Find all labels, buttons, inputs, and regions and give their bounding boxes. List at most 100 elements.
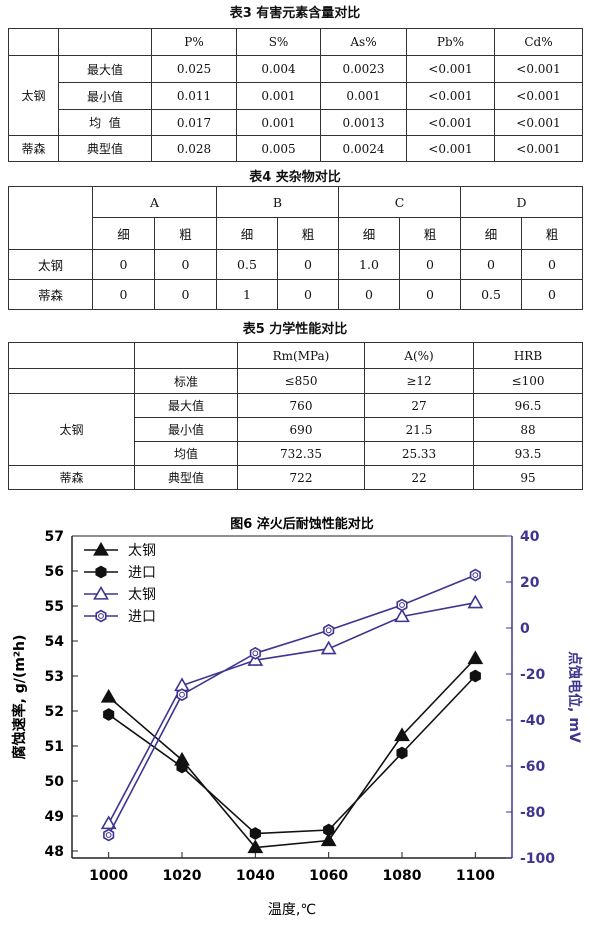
y-tick-label: 51 — [45, 739, 64, 755]
row-label: 最小值 — [58, 82, 152, 110]
table-cell: 0.001 — [320, 82, 407, 110]
table-cell: 1.0 — [338, 249, 400, 280]
data-point-0 — [247, 839, 264, 854]
column-subheader: 细 — [338, 217, 400, 250]
table-cell: 1 — [216, 279, 278, 310]
series-line-2 — [107, 601, 476, 824]
data-point-2 — [100, 815, 117, 830]
series-line-3 — [107, 574, 476, 836]
row-group-label: 蒂森 — [8, 465, 135, 490]
row-label: 蒂森 — [8, 279, 93, 310]
x-tick-label: 1100 — [456, 868, 495, 884]
row-group-label: 太钢 — [8, 55, 59, 136]
table-cell: 0 — [92, 249, 155, 280]
y-axis-label: 腐蚀速率, g/(m²h) — [11, 635, 28, 760]
column-subheader: 细 — [216, 217, 278, 250]
table-cell — [8, 186, 93, 250]
legend-marker — [93, 585, 109, 600]
table-row: 蒂森 0 0 1 0 0 0 0.5 0 — [8, 279, 584, 310]
table-cell: <0.001 — [494, 109, 583, 136]
column-header: A(%) — [364, 342, 474, 369]
table-cell: 25.33 — [364, 441, 474, 466]
y2-tick-label: -20 — [520, 667, 546, 683]
y2-tick-label: 20 — [520, 575, 540, 591]
corrosion-chart: 图6 淬火后耐蚀性能对比 48 49 50 51 52 53 54 55 56 57 -100 -80 -… — [11, 516, 583, 918]
table-cell: 0 — [277, 279, 339, 310]
table-cell — [134, 342, 238, 369]
y2-tick-label: 40 — [520, 529, 540, 545]
table-cell: 22 — [364, 465, 474, 490]
table-cell: 0 — [521, 279, 584, 310]
row-label: 最小值 — [134, 417, 238, 442]
data-point-3 — [396, 598, 408, 612]
y-tick-label: 48 — [45, 844, 64, 860]
data-point-1 — [323, 823, 335, 837]
row-label: 最大值 — [134, 393, 238, 418]
y2-tick-label: -80 — [520, 805, 546, 821]
table-cell: 0 — [460, 249, 523, 280]
y-tick-label: 52 — [45, 704, 64, 720]
table-cell: 0 — [277, 249, 339, 280]
table-cell: 21.5 — [364, 417, 474, 442]
column-header: P% — [151, 28, 237, 56]
table-cell: 0.005 — [236, 135, 321, 162]
table-cell: 0.001 — [236, 82, 321, 110]
table-cell: 732.35 — [237, 441, 365, 466]
data-point-3 — [249, 646, 261, 660]
table-cell: 760 — [237, 393, 365, 418]
data-point-3 — [103, 828, 115, 842]
data-point-1 — [396, 746, 408, 760]
series-line-1 — [108, 675, 476, 835]
data-point-3-inner — [179, 691, 185, 698]
data-point-3 — [176, 688, 188, 702]
data-point-3 — [469, 568, 481, 582]
table-cell: <0.001 — [494, 82, 583, 110]
table-cell: 0.025 — [151, 55, 237, 83]
data-point-2 — [320, 640, 337, 655]
table-row: 蒂森 典型值 722 22 95 — [8, 465, 583, 490]
row-label: 典型值 — [58, 135, 152, 162]
table-cell: <0.001 — [406, 55, 495, 83]
table-row: 蒂森 典型值 0.028 0.005 0.0024 <0.001 <0.001 — [8, 135, 583, 162]
table-row: 均 值 0.017 0.001 0.0013 <0.001 <0.001 — [9, 109, 583, 136]
column-subheader: 细 — [92, 217, 155, 250]
table-cell: 0.001 — [236, 109, 321, 136]
table4-caption: 表4 夹杂物对比 — [249, 170, 341, 185]
table-row: 最小值 0.011 0.001 0.001 <0.001 <0.001 — [9, 82, 583, 110]
data-point-3-inner — [399, 602, 405, 608]
table-cell — [8, 342, 135, 369]
column-header: D — [460, 186, 584, 218]
table-cell: 93.5 — [473, 441, 583, 466]
table-cell: 0.011 — [151, 82, 237, 110]
data-point-1 — [103, 708, 115, 721]
x-axis-label: 温度,℃ — [268, 902, 316, 918]
column-subheader: 粗 — [398, 217, 462, 250]
table3-caption: 表3 有害元素含量对比 — [229, 6, 361, 21]
column-header: Rm(MPa) — [237, 342, 365, 369]
table-cell: 0 — [154, 279, 217, 310]
table-cell: 95 — [473, 465, 583, 490]
table-row: 太钢 最大值 760 27 96.5 — [8, 393, 583, 466]
data-point-3-inner — [325, 627, 332, 634]
table3: P% S% As% Pb% Cd% 太钢 最大值 0.025 0.004 0.0… — [8, 28, 583, 162]
x-tick-label: 1080 — [383, 868, 422, 884]
data-point-1 — [176, 760, 188, 774]
table-cell: 0 — [398, 279, 462, 310]
y2-tick-label: -100 — [520, 851, 555, 867]
column-header: S% — [236, 28, 321, 56]
table-cell: 88 — [473, 417, 583, 442]
table-cell: 27 — [364, 393, 474, 418]
y-tick-label: 57 — [45, 529, 64, 545]
table-row: 太钢 最大值 0.025 0.004 0.0023 <0.001 <0.001 — [8, 55, 583, 136]
table-cell: 0 — [92, 279, 155, 310]
column-header: C — [337, 186, 462, 218]
legend-marker — [95, 565, 107, 579]
data-point-0 — [467, 650, 484, 665]
column-subheader: 细 — [460, 217, 523, 250]
legend-marker-inner — [98, 613, 104, 619]
column-subheader: 粗 — [521, 217, 584, 250]
table-row: 最小值 690 21.5 88 — [9, 417, 583, 442]
row-label: 最大值 — [58, 55, 152, 83]
table-cell: 0.017 — [151, 109, 237, 136]
y-tick-label: 49 — [45, 809, 64, 825]
